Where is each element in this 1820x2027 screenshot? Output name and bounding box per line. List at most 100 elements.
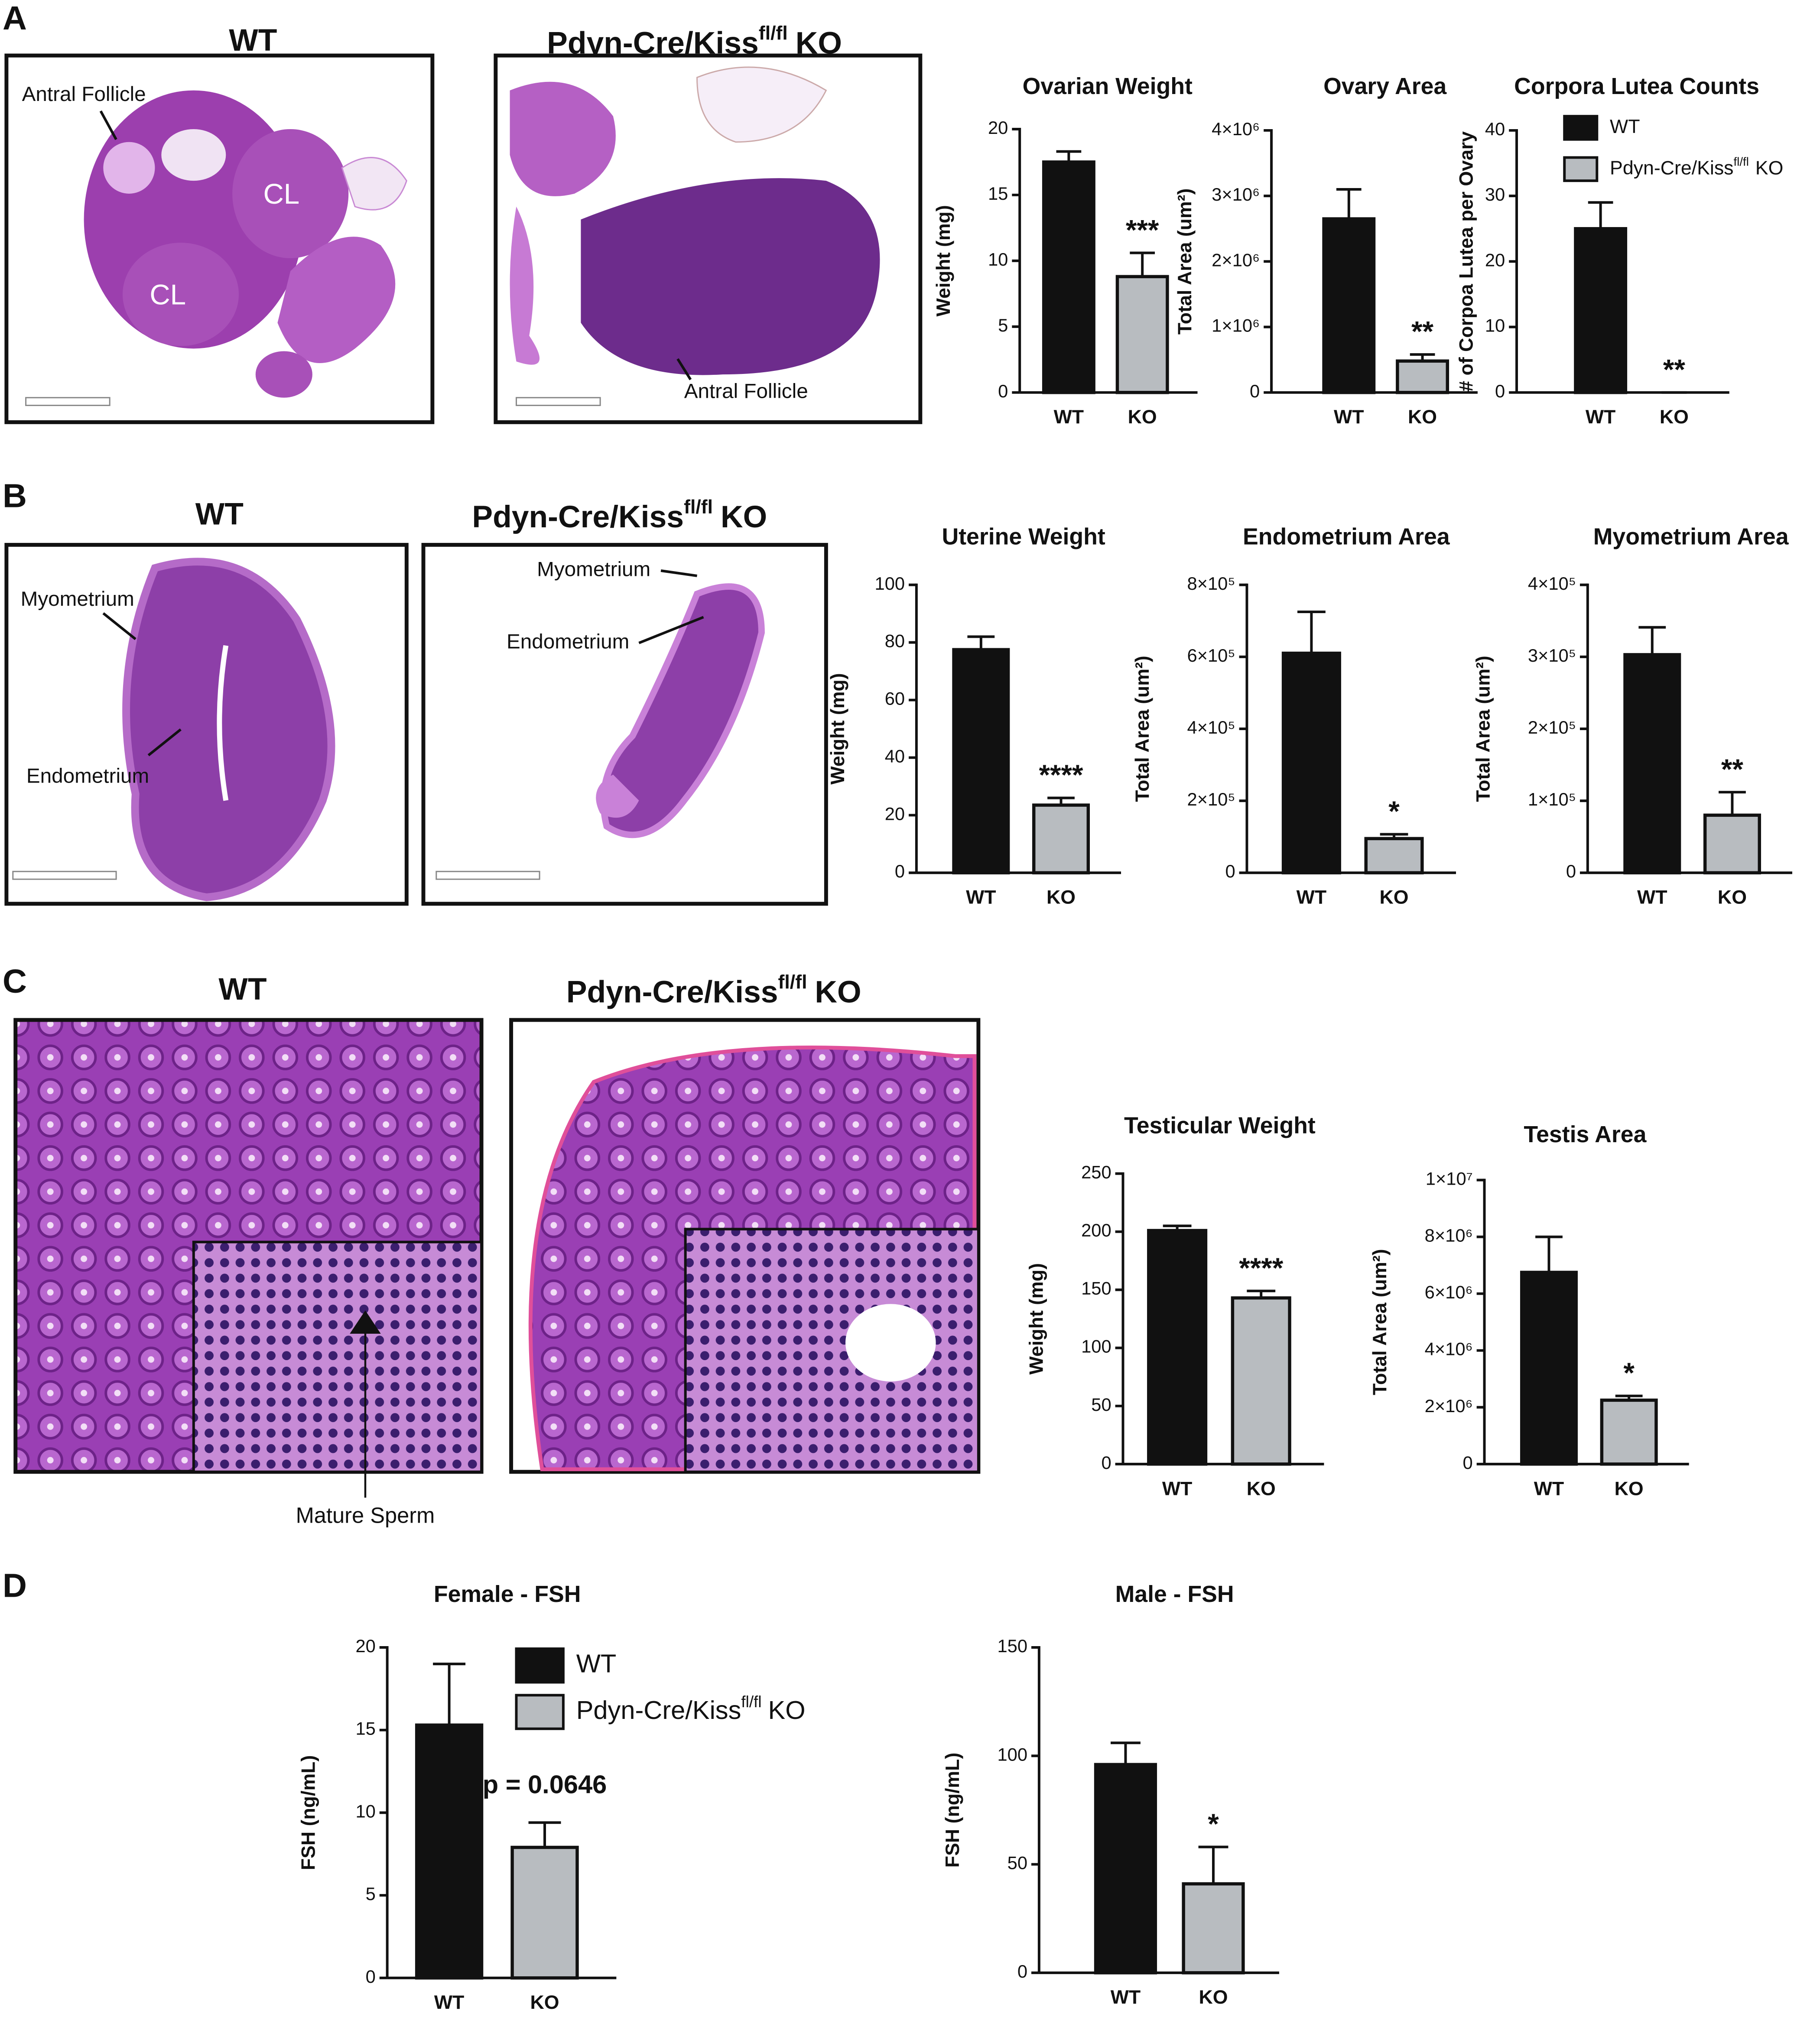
chart-title: Corpora Lutea Counts [1514,73,1759,99]
y-tick-label: 8×10⁵ [1187,573,1235,594]
y-tick-label: 0 [1463,1452,1473,1473]
arrow [147,728,182,757]
y-axis-label: Total Area (um²) [1132,656,1153,802]
significance: *** [1126,214,1159,246]
y-tick-label: 100 [875,573,905,594]
panel-letter: D [3,1567,27,1604]
x-tick-label: KO [1199,1987,1228,2008]
significance: ** [1411,316,1433,348]
annotation: Antral Follicle [22,83,146,106]
x-tick-label: WT [966,887,996,908]
y-tick-label: 0 [1225,861,1235,881]
y-tick-label: 10 [355,1801,375,1821]
y-tick-label: 1×10⁵ [1528,789,1576,809]
y-tick-label: 2×10⁵ [1187,789,1235,809]
legend-text: KO [1755,157,1784,179]
significance: p = 0.0646 [483,1770,607,1799]
bar [1322,217,1376,394]
x-tick-label: KO [530,1992,559,2013]
y-tick-label: 0 [998,381,1008,401]
y-tick-label: 100 [998,1744,1028,1764]
x-tick-label: WT [1054,406,1084,428]
y-tick-label: 0 [1101,1452,1111,1473]
significance: * [1208,1808,1219,1840]
y-tick-label: 5 [998,315,1008,335]
significance: ** [1721,754,1743,785]
y-tick-label: 10 [988,249,1008,270]
y-tick-label: 40 [1485,119,1505,139]
bar [510,1845,579,1980]
y-tick-label: 4×10⁵ [1187,717,1235,737]
bar [1094,1763,1157,1975]
arrow [102,612,136,640]
bar [1396,359,1450,394]
x-tick-label: KO [1380,887,1409,908]
x-tick-label: WT [1111,1987,1141,2008]
chart-title: Ovarian Weight [1023,73,1193,99]
y-tick-label: 200 [1081,1220,1112,1241]
micrograph [494,53,923,424]
annotation: CL [150,279,186,311]
bar [1703,813,1761,874]
y-tick-label: 15 [355,1718,375,1739]
micrograph [4,53,435,424]
arrow [638,616,704,644]
x-tick-label: KO [1128,406,1157,428]
legend-swatch [515,1694,565,1730]
y-tick-label: 3×10⁶ [1212,184,1260,205]
y-tick-label: 150 [998,1636,1028,1656]
arrow [676,358,692,380]
y-tick-label: 20 [1485,250,1505,270]
y-tick-label: 6×10⁵ [1187,645,1235,666]
chart-title: Testis Area [1524,1121,1647,1147]
bar [1364,837,1424,874]
y-tick-label: 10 [1485,315,1505,336]
y-tick-label: 0 [1017,1961,1027,1982]
annotation: Endometrium [26,764,149,787]
annotation: Mature Sperm [296,1503,435,1527]
y-tick-label: 80 [885,631,905,651]
chart-title: Uterine Weight [942,524,1105,550]
x-tick-label: KO [1408,406,1437,428]
y-tick-label: 4×10⁵ [1528,573,1576,594]
bar [1147,1229,1208,1466]
y-axis-label: Total Area (um²) [1369,1249,1391,1395]
arrow [99,110,117,140]
annotation: Antral Follicle [684,380,808,403]
legend-text: WT [1610,116,1640,137]
annotation: Myometrium [537,558,650,581]
bar [1281,651,1341,874]
x-tick-label: WT [434,1992,464,2013]
y-tick-label: 50 [1008,1853,1027,1873]
y-axis-label: FSH (ng/mL) [298,1755,319,1871]
y-tick-label: 20 [355,1636,375,1656]
y-tick-label: 150 [1081,1278,1112,1299]
significance: ** [1663,354,1685,385]
panel-letter: C [3,963,27,1000]
significance: * [1388,796,1400,827]
y-tick-label: 30 [1485,184,1505,205]
chart-title: Female - FSH [434,1581,581,1607]
y-tick-label: 2×10⁶ [1212,250,1260,270]
bar [1042,160,1095,394]
y-tick-label: 4×10⁶ [1212,119,1260,139]
y-tick-label: 20 [988,117,1008,138]
y-tick-label: 60 [885,689,905,709]
y-tick-label: 6×10⁶ [1425,1282,1473,1303]
y-tick-label: 0 [366,1966,376,1987]
significance: **** [1239,1252,1283,1284]
legend-text: WT [576,1649,617,1678]
chart-title: Endometrium Area [1243,524,1450,550]
y-tick-label: 1×10⁷ [1426,1168,1473,1189]
x-tick-label: KO [1247,1478,1276,1499]
bar [1032,803,1090,874]
x-tick-label: KO [1615,1478,1644,1499]
significance: * [1623,1357,1635,1389]
y-tick-label: 15 [988,183,1008,204]
y-tick-label: 4×10⁶ [1425,1339,1473,1359]
x-tick-label: KO [1660,406,1689,428]
bar [1623,653,1681,874]
legend-label: WT [1610,116,1640,137]
y-tick-label: 5 [366,1884,376,1904]
annotation: Myometrium [21,588,134,611]
